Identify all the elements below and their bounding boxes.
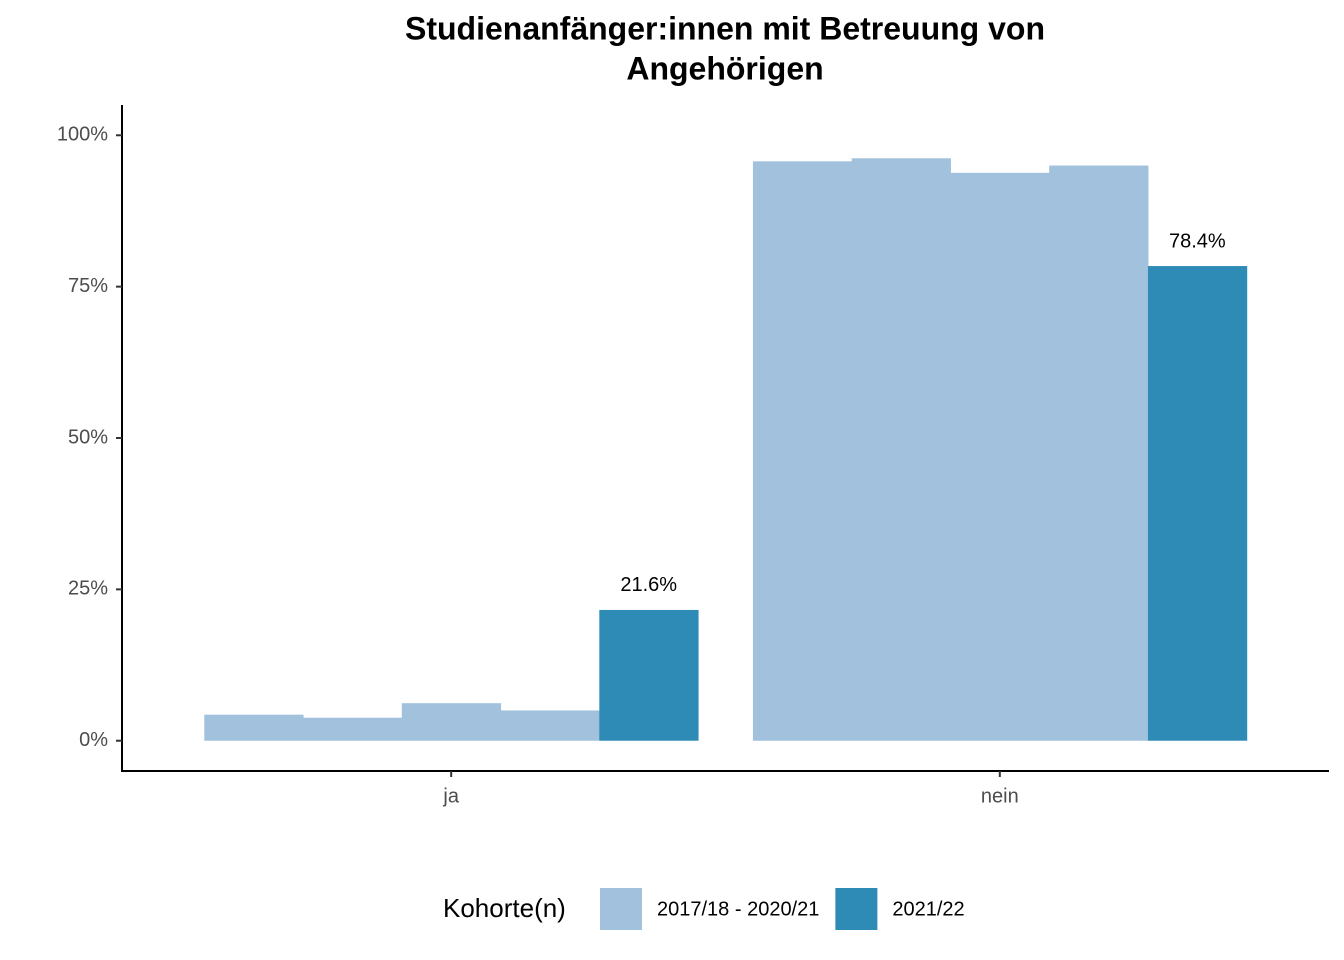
legend-key: [600, 888, 642, 930]
bar: [500, 710, 600, 741]
y-tick-label: 0%: [79, 729, 108, 751]
x-tick-label: ja: [442, 785, 459, 807]
bar: [303, 717, 403, 741]
legend-key: [835, 888, 878, 930]
bar: [204, 714, 304, 741]
bar: [950, 172, 1050, 741]
bar: [752, 161, 853, 741]
y-tick-label: 75%: [68, 275, 108, 297]
y-tick-label: 50%: [68, 426, 108, 448]
y-tick-label: 25%: [68, 578, 108, 600]
value-label: 21.6%: [620, 574, 677, 596]
chart-title: Angehörigen: [626, 50, 823, 86]
bar: [1049, 165, 1149, 741]
bar: [1147, 266, 1248, 741]
bar: [851, 158, 951, 741]
y-tick-label: 100%: [57, 124, 108, 146]
chart-title: Studienanfänger:innen mit Betreuung von: [405, 10, 1045, 46]
bar: [599, 609, 699, 741]
bar: [401, 703, 502, 741]
legend-title: Kohorte(n): [443, 893, 566, 923]
value-label: 78.4%: [1169, 230, 1226, 252]
x-tick-label: nein: [981, 785, 1019, 807]
legend-label: 2021/22: [892, 898, 964, 920]
legend-label: 2017/18 - 2020/21: [657, 898, 819, 920]
